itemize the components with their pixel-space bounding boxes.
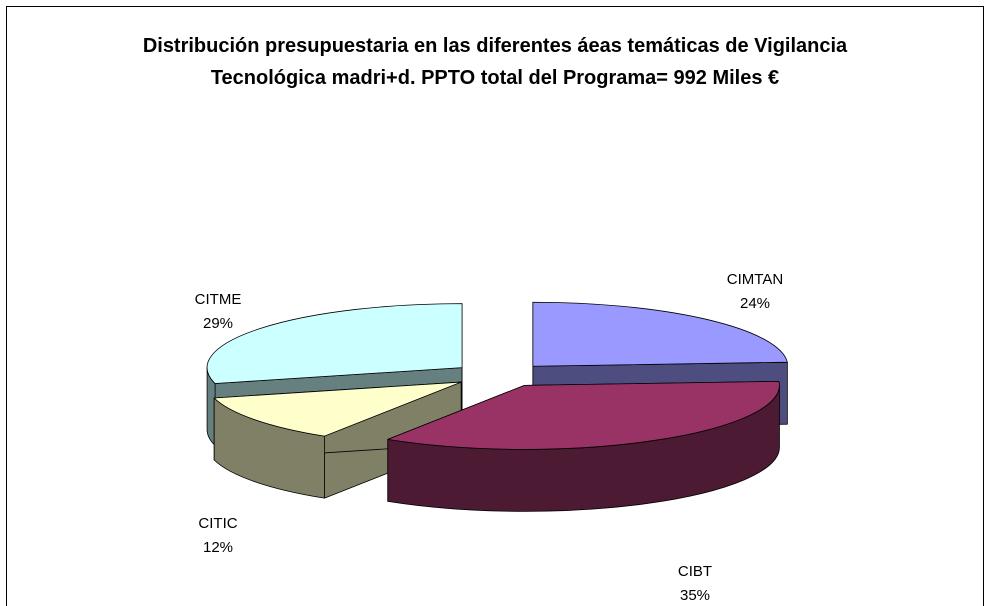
- slice-top: [532, 301, 788, 367]
- chart-frame: [6, 6, 984, 606]
- slice-top: [213, 381, 462, 437]
- category-label: CITME: [195, 291, 242, 308]
- slice: [213, 381, 462, 499]
- category-label: CITIC: [198, 515, 237, 532]
- value-label: 29%: [203, 315, 233, 332]
- category-label: CIBT: [678, 563, 712, 580]
- value-label: 12%: [203, 539, 233, 556]
- category-label: CIMTAN: [727, 271, 783, 288]
- value-label: 24%: [740, 295, 770, 312]
- slice: [387, 380, 780, 512]
- value-label: 35%: [680, 587, 710, 600]
- chart-title: Distribución presupuestaria en las difer…: [142, 35, 848, 89]
- slice-top: [387, 380, 780, 450]
- slice-top: [206, 303, 463, 384]
